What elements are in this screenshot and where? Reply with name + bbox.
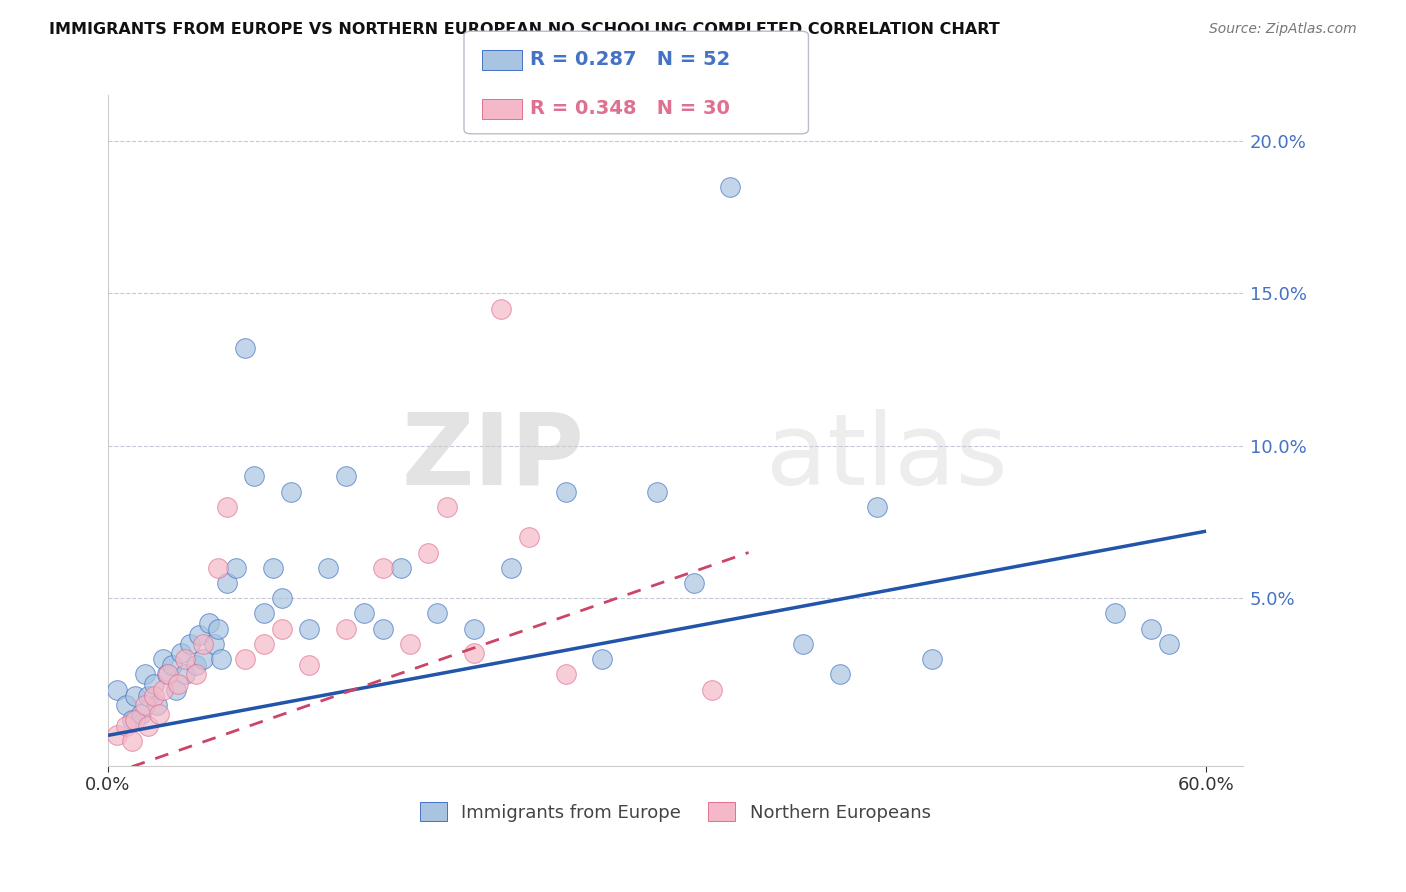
Point [202,637,225,651]
Point [136,689,159,703]
Point [682,576,704,591]
Point [335,469,357,483]
Point [718,179,741,194]
Point [371,560,394,574]
Text: R = 0.287   N = 52: R = 0.287 N = 52 [530,50,730,70]
Point [418,545,440,559]
Point [157,667,180,681]
Point [179,637,201,651]
Point [146,698,169,712]
Text: IMMIGRANTS FROM EUROPE VS NORTHERN EUROPEAN NO SCHOOLING COMPLETED CORRELATION C: IMMIGRANTS FROM EUROPE VS NORTHERN EUROP… [49,22,1000,37]
Point [233,652,256,666]
Point [1104,607,1126,621]
Point [335,622,357,636]
Point [1159,637,1181,651]
Point [155,667,177,681]
Point [280,484,302,499]
Text: ZIP: ZIP [402,409,585,506]
Point [252,607,274,621]
Point [142,689,165,703]
Point [152,652,174,666]
Point [243,469,266,483]
Point [184,667,207,681]
Point [173,652,195,666]
Point [353,607,375,621]
Point [207,560,229,574]
Text: R = 0.348   N = 30: R = 0.348 N = 30 [530,99,730,119]
Point [270,591,292,606]
Point [215,576,238,591]
Text: atlas: atlas [766,409,1008,506]
Point [316,560,339,574]
Point [207,622,229,636]
Point [148,707,170,722]
Point [700,682,723,697]
Point [142,676,165,690]
Point [166,676,188,690]
Point [270,622,292,636]
Point [225,560,247,574]
Point [463,622,485,636]
Legend: Immigrants from Europe, Northern Europeans: Immigrants from Europe, Northern Europea… [411,793,939,830]
Point [399,637,422,651]
Point [389,560,412,574]
Point [1140,622,1163,636]
Point [136,719,159,733]
Point [188,628,211,642]
Point [517,530,540,544]
Point [134,667,156,681]
Point [197,615,219,630]
Point [124,713,146,727]
Point [121,734,143,748]
Point [129,707,152,722]
Point [160,658,183,673]
Point [105,682,128,697]
Point [191,637,214,651]
Point [191,652,214,666]
Point [211,652,233,666]
Point [173,667,195,681]
Point [554,667,576,681]
Point [645,484,668,499]
Point [426,607,449,621]
Point [124,689,146,703]
Point [921,652,943,666]
Point [152,682,174,697]
Point [591,652,613,666]
Point [184,658,207,673]
Point [115,719,138,733]
Point [866,500,889,514]
Point [463,646,485,660]
Point [499,560,522,574]
Point [792,637,814,651]
Point [115,698,138,712]
Point [491,301,513,316]
Point [262,560,284,574]
Point [233,341,256,355]
Point [252,637,274,651]
Point [436,500,458,514]
Point [121,713,143,727]
Point [105,728,128,742]
Point [170,646,193,660]
Point [371,622,394,636]
Point [298,658,321,673]
Point [554,484,576,499]
Point [215,500,238,514]
Point [165,682,187,697]
Point [134,698,156,712]
Point [828,667,851,681]
Point [298,622,321,636]
Text: Source: ZipAtlas.com: Source: ZipAtlas.com [1209,22,1357,37]
